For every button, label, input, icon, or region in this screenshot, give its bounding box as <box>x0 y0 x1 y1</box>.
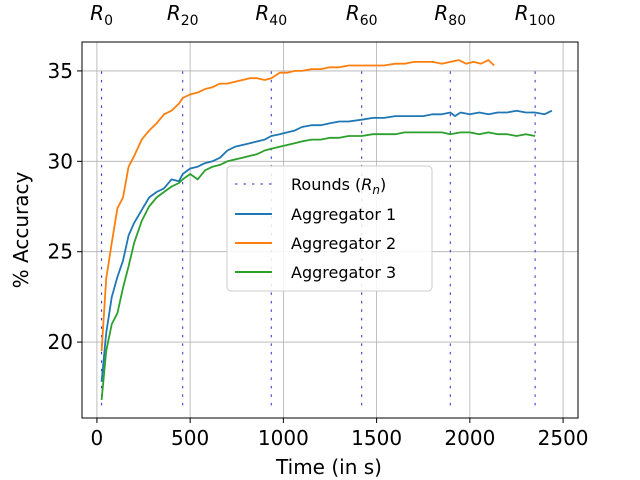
series-line-3 <box>100 131 536 400</box>
legend: Rounds (Rn) Aggregator 1 Aggregator 2 Aggre… <box>226 165 433 292</box>
x-tick-label: 500 <box>171 426 209 450</box>
y-tick-label: 35 <box>48 59 73 83</box>
legend-rounds-label: Rounds (Rn) <box>291 175 386 197</box>
x-tick-label: 2500 <box>538 426 589 450</box>
grid <box>82 42 578 418</box>
x-tick-label: 1000 <box>258 426 309 450</box>
y-tick-label: 20 <box>48 330 73 354</box>
x-axis-ticks: 0 500 1000 1500 2000 2500 <box>91 418 589 450</box>
plot-frame <box>81 41 579 419</box>
series-line-2 <box>100 59 495 352</box>
round-label: R80 <box>434 1 466 29</box>
legend-label-1: Aggregator 1 <box>291 205 396 224</box>
series-lines <box>100 59 553 400</box>
legend-label-2: Aggregator 2 <box>291 234 396 253</box>
x-tick-label: 0 <box>91 426 104 450</box>
round-label: R0 <box>90 1 113 29</box>
x-tick-label: 2000 <box>444 426 495 450</box>
round-label: R20 <box>167 1 199 29</box>
round-label: R40 <box>255 1 287 29</box>
y-axis-ticks: 20 25 30 35 <box>48 59 82 354</box>
y-axis-label: % Accuracy <box>9 172 33 289</box>
legend-label-3: Aggregator 3 <box>291 263 396 282</box>
round-label: R100 <box>515 1 556 29</box>
legend-frame <box>226 165 433 292</box>
y-tick-label: 25 <box>48 240 73 264</box>
x-axis-label: Time (in s) <box>275 455 382 479</box>
round-label: R60 <box>346 1 378 29</box>
round-labels: R0 R20 R40 R60 R80 R100 <box>90 1 555 29</box>
y-tick-label: 30 <box>48 149 73 173</box>
x-tick-label: 1500 <box>351 426 402 450</box>
series-line-1 <box>100 109 553 382</box>
